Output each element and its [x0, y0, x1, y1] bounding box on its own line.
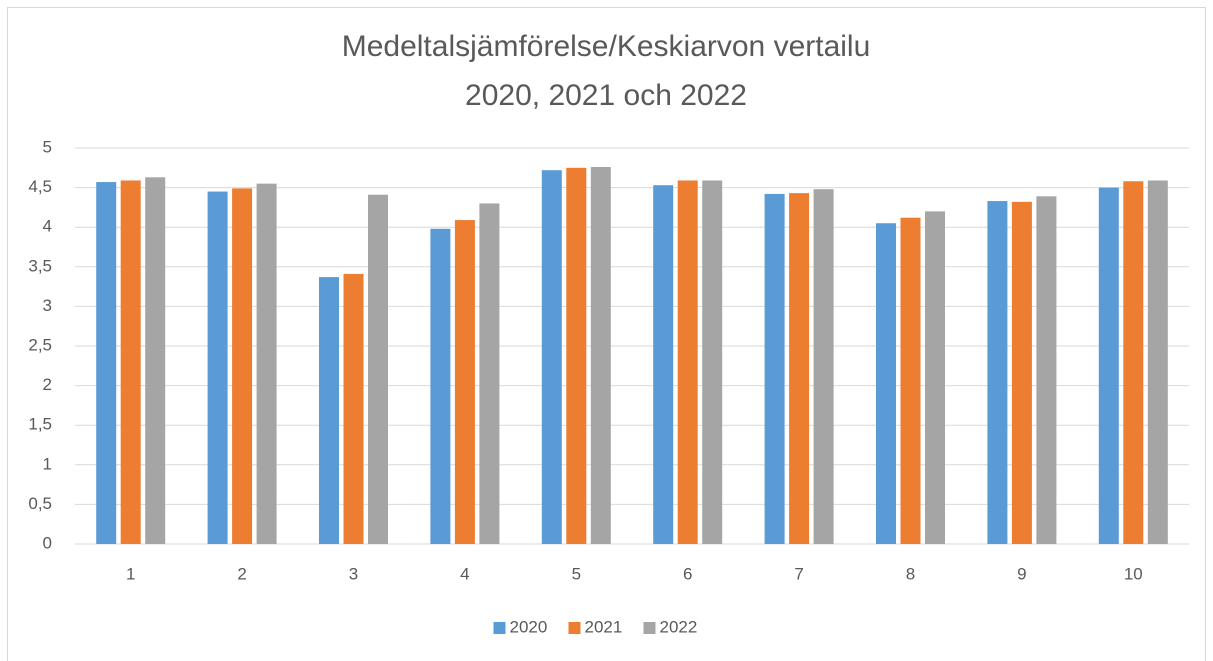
bar [925, 211, 945, 545]
x-tick-label: 7 [794, 564, 803, 583]
y-tick-label: 3,5 [28, 256, 52, 275]
bar [343, 273, 364, 544]
bar [479, 203, 500, 544]
bar [1123, 181, 1144, 544]
legend-label: 2022 [660, 617, 698, 636]
y-tick-label: 0,5 [28, 494, 52, 513]
bar [1147, 180, 1168, 545]
x-tick-label: 3 [349, 564, 358, 583]
y-tick-label: 0 [43, 533, 52, 552]
y-tick-label: 1 [43, 454, 52, 473]
y-tick-label: 3 [43, 296, 52, 315]
bar [702, 180, 723, 545]
bar [430, 228, 451, 544]
x-tick-label: 5 [572, 564, 581, 583]
bar [813, 189, 834, 544]
bar [1098, 187, 1119, 544]
bar [319, 277, 339, 544]
bar [900, 217, 921, 545]
bar [232, 188, 253, 544]
x-tick-label: 8 [906, 564, 915, 583]
x-tick-label: 9 [1017, 564, 1026, 583]
legend-swatch [568, 622, 581, 634]
bar [677, 180, 698, 545]
bar [876, 223, 896, 545]
y-tick-label: 2,5 [28, 335, 52, 354]
x-tick-label: 4 [460, 564, 469, 583]
y-tick-label: 4,5 [28, 177, 52, 196]
y-tick-label: 5 [43, 137, 52, 156]
bar [96, 182, 117, 544]
y-tick-label: 1,5 [28, 415, 52, 434]
bar [145, 177, 166, 544]
bar [566, 167, 587, 545]
x-tick-label: 6 [683, 564, 692, 583]
legend-label: 2020 [510, 617, 548, 636]
bar [256, 183, 277, 544]
y-tick-label: 4 [43, 217, 52, 236]
chart-title: Medeltalsjämförelse/Keskiarvon vertailu [342, 30, 871, 63]
legend-swatch [643, 622, 656, 634]
bar [120, 180, 141, 545]
bar [987, 201, 1008, 544]
chart-title: 2020, 2021 och 2022 [465, 79, 747, 112]
legend-swatch [493, 622, 506, 634]
bar [368, 194, 388, 544]
x-tick-label: 2 [237, 564, 246, 583]
bar [207, 191, 228, 544]
x-tick-label: 1 [126, 564, 135, 583]
bar [1036, 196, 1057, 544]
y-tick-label: 2 [43, 375, 52, 394]
bar [789, 193, 810, 545]
bar [653, 185, 674, 544]
bar [541, 170, 562, 544]
bar [590, 167, 611, 544]
bar [764, 193, 785, 544]
bar [454, 220, 475, 544]
x-tick-label: 10 [1124, 564, 1143, 583]
legend-label: 2021 [585, 617, 623, 636]
bar [1011, 201, 1032, 544]
